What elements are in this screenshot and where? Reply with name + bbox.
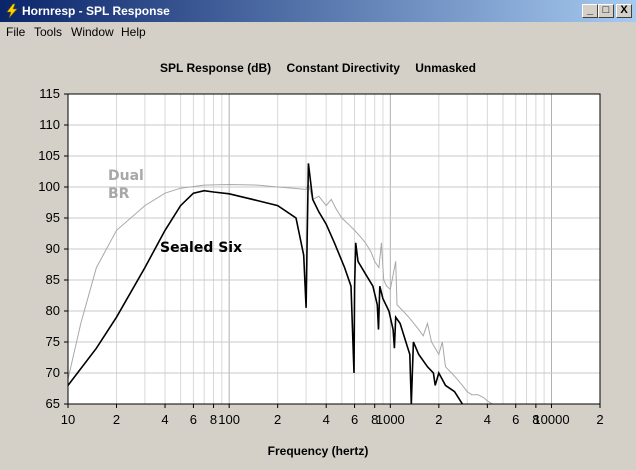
menu-tools[interactable]: Tools (34, 25, 63, 39)
x-tick-label: 1000 (376, 412, 405, 427)
x-tick-label: 4 (323, 412, 330, 427)
close-button[interactable]: X (616, 4, 632, 18)
y-tick-label: 110 (39, 117, 60, 132)
window-title: Hornresp - SPL Response (22, 4, 170, 18)
x-tick-label: 2 (274, 412, 281, 427)
x-tick-label: 2 (596, 412, 603, 427)
x-axis-label: Frequency (hertz) (267, 444, 369, 458)
series-line-dual-br (68, 182, 493, 404)
y-tick-label: 75 (46, 334, 60, 349)
y-tick-label: 95 (46, 210, 60, 225)
maximize-button[interactable]: □ (598, 4, 614, 18)
y-tick-label: 85 (46, 272, 60, 287)
x-tick-label: 6 (190, 412, 197, 427)
x-tick-label: 8 (532, 412, 539, 427)
menu-help[interactable]: Help (121, 25, 146, 39)
x-tick-label: 100 (218, 412, 240, 427)
x-tick-label: 8 (371, 412, 378, 427)
lightning-icon (6, 3, 18, 19)
x-tick-label: 6 (512, 412, 519, 427)
x-tick-label: 6 (351, 412, 358, 427)
series-line-sealed-six (68, 163, 464, 404)
x-tick-label: 2 (435, 412, 442, 427)
menu-window[interactable]: Window (71, 25, 114, 39)
y-tick-label: 105 (38, 148, 60, 163)
y-tick-label: 100 (38, 179, 60, 194)
y-tick-label: 90 (46, 241, 60, 256)
y-tick-label: 70 (46, 365, 60, 380)
chart-title: SPL Response (dB) Constant Directivity U… (0, 61, 636, 75)
x-tick-label: 4 (161, 412, 168, 427)
x-tick-label: 4 (484, 412, 491, 427)
y-tick-label: 65 (46, 396, 60, 411)
x-tick-label: 2 (113, 412, 120, 427)
x-tick-label: 10000 (533, 412, 569, 427)
chart-title-mask: Unmasked (415, 61, 476, 75)
title-bar: Hornresp - SPL Response _ □ X (0, 0, 636, 22)
y-tick-label: 115 (39, 86, 60, 101)
x-tick-label: 8 (210, 412, 217, 427)
y-tick-label: 80 (46, 303, 60, 318)
chart-title-directivity: Constant Directivity (286, 61, 400, 75)
annotation-dual: Dual (108, 168, 144, 184)
x-tick-label: 10 (61, 412, 75, 427)
minimize-button[interactable]: _ (582, 4, 598, 18)
annotation-br: BR (108, 186, 130, 202)
menu-bar: File Tools Window Help (0, 22, 636, 42)
chart-title-quantity: SPL Response (dB) (160, 61, 272, 75)
menu-file[interactable]: File (6, 25, 26, 39)
annotation-sealed-six: Sealed Six (160, 240, 243, 256)
